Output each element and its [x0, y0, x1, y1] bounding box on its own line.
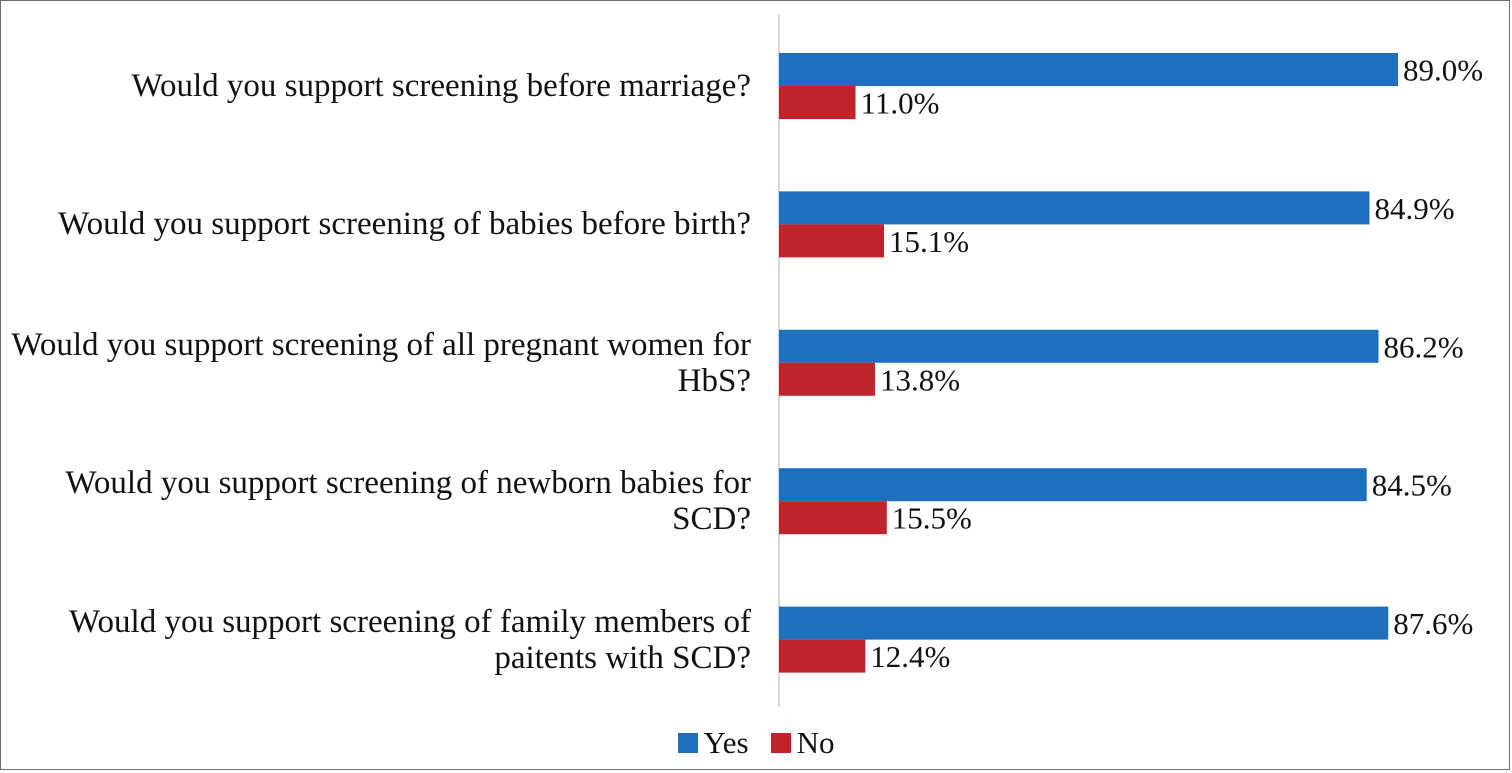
bar-yes-4: [779, 468, 1367, 502]
bar-yes-2: [779, 191, 1370, 225]
legend-item-yes: Yes: [677, 725, 749, 761]
bar-yes-3: [779, 329, 1379, 363]
bar-no-1: [779, 86, 856, 119]
data-label-no-3: 13.8%: [880, 362, 960, 397]
legend-label-yes: Yes: [703, 725, 749, 760]
category-label-2: Would you support screening of babies be…: [58, 206, 751, 243]
bar-no-3: [779, 362, 875, 396]
category-label-3: Would you support screening of all pregn…: [11, 326, 751, 399]
legend-label-no: No: [796, 725, 835, 760]
data-label-no-5: 12.4%: [870, 639, 950, 674]
data-label-no-1: 11.0%: [861, 86, 940, 121]
legend-swatch-yes: [677, 733, 698, 753]
bar-no-2: [779, 224, 885, 258]
bar-no-5: [779, 639, 866, 673]
data-label-yes-2: 84.9%: [1374, 191, 1454, 226]
legend-swatch-no: [770, 733, 791, 753]
data-label-yes-4: 84.5%: [1372, 468, 1452, 503]
data-label-yes-5: 87.6%: [1393, 606, 1473, 641]
data-label-no-4: 15.5%: [892, 501, 972, 536]
data-label-yes-3: 86.2%: [1384, 329, 1464, 364]
category-label-5: Would you support screening of family me…: [69, 603, 751, 676]
data-label-no-2: 15.1%: [889, 224, 969, 259]
legend: Yes No: [1, 725, 1511, 761]
bar-no-4: [779, 501, 887, 535]
category-label-1: Would you support screening before marri…: [131, 68, 751, 104]
bar-yes-5: [779, 606, 1389, 640]
bar-yes-1: [779, 53, 1398, 86]
legend-item-no: No: [770, 725, 835, 761]
data-label-yes-1: 89.0%: [1403, 53, 1483, 88]
category-label-4: Would you support screening of newborn b…: [65, 465, 751, 538]
